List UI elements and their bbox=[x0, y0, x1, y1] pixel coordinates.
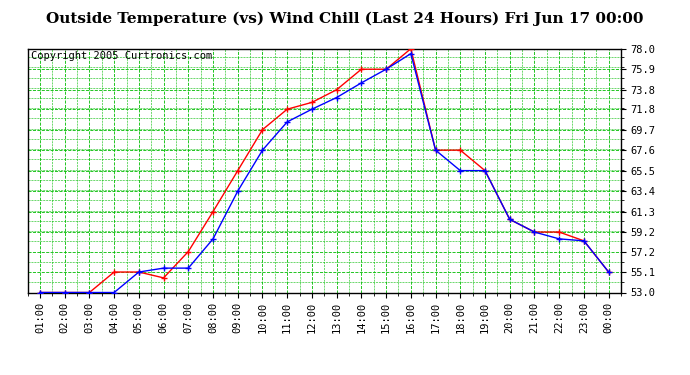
Text: Outside Temperature (vs) Wind Chill (Last 24 Hours) Fri Jun 17 00:00: Outside Temperature (vs) Wind Chill (Las… bbox=[46, 11, 644, 26]
Text: Copyright 2005 Curtronics.com: Copyright 2005 Curtronics.com bbox=[30, 51, 212, 61]
